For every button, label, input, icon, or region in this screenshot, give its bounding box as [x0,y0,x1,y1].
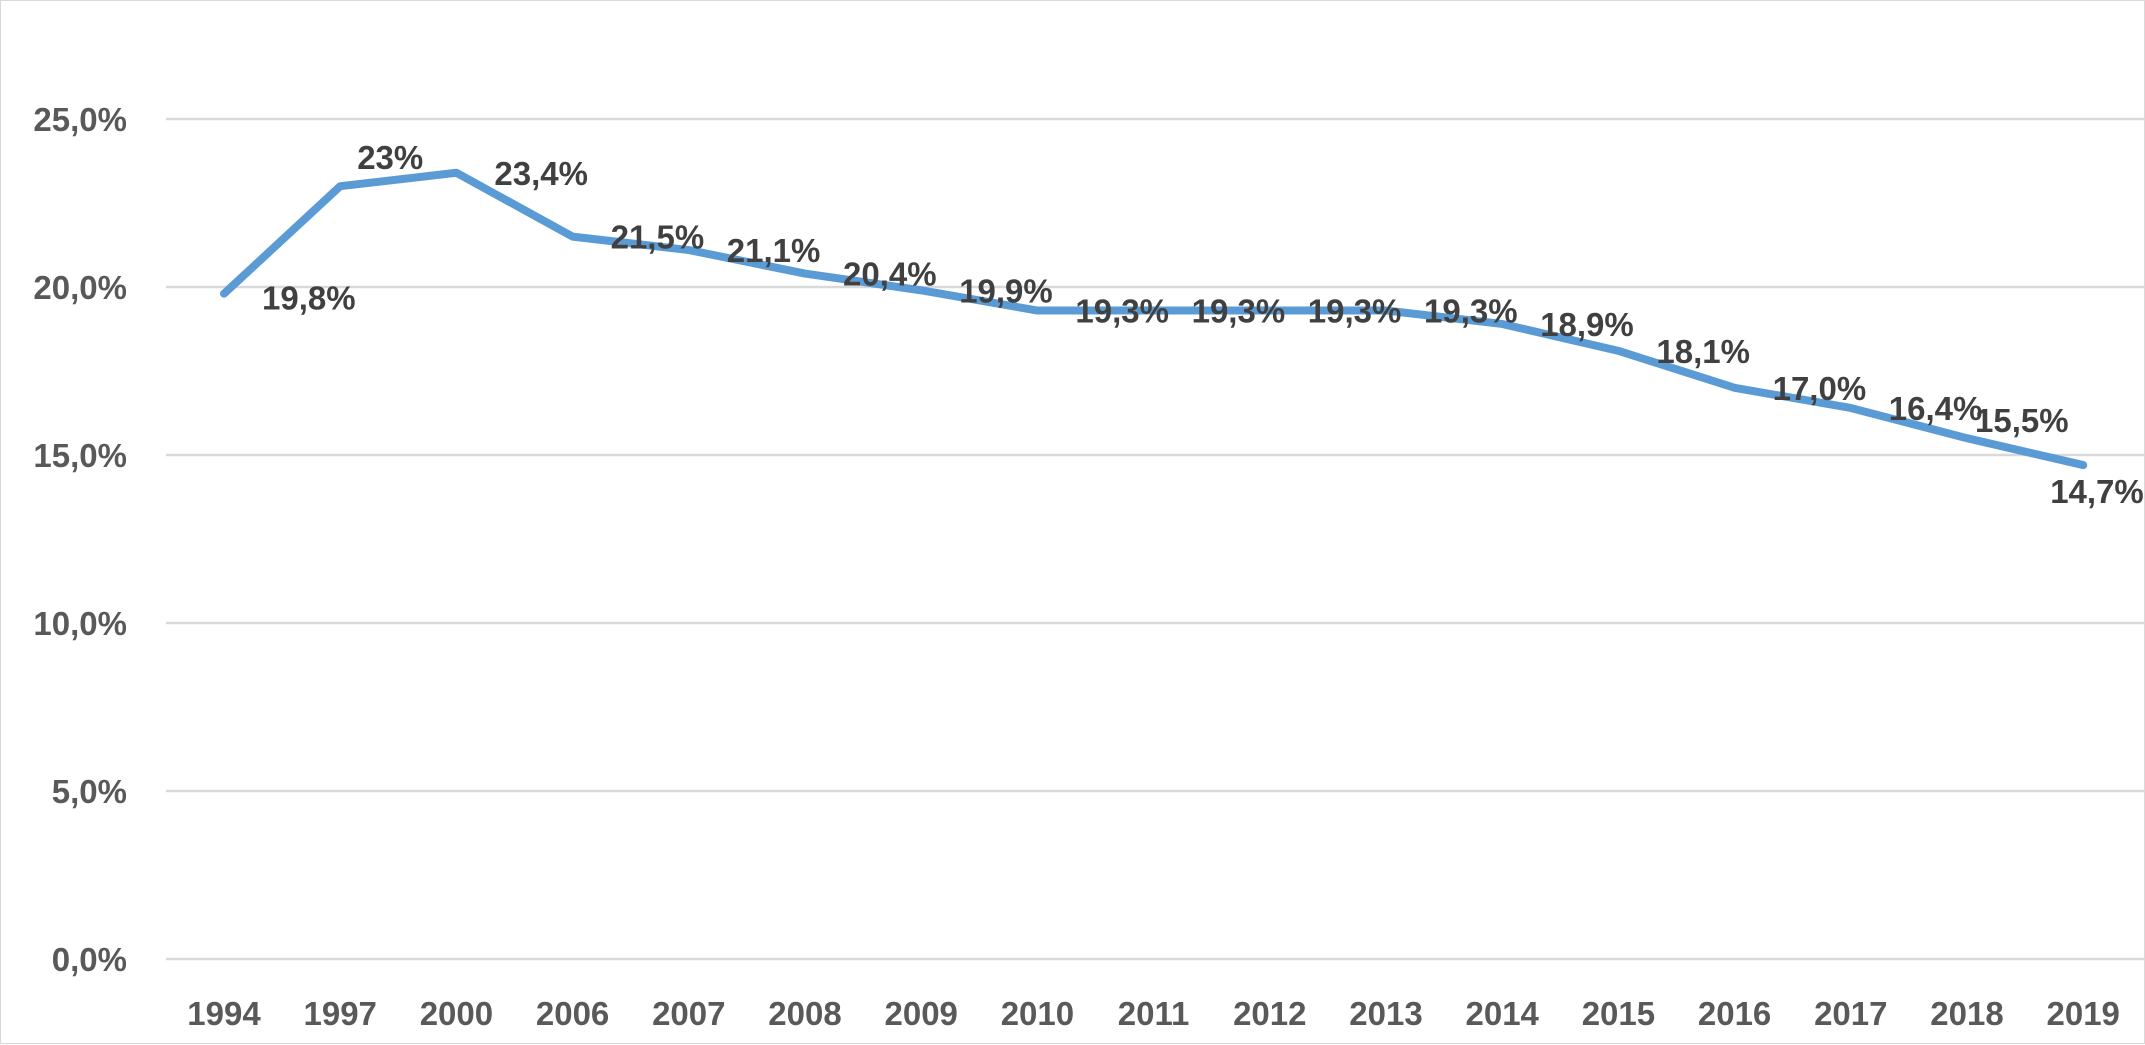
y-tick-label: 25,0% [33,101,127,138]
series-line [220,168,2088,470]
x-tick-label: 2009 [884,995,957,1032]
x-tick-label: 2016 [1698,995,1771,1032]
x-tick-label: 2019 [2046,995,2119,1032]
data-label: 21,5% [611,219,705,256]
x-tick-label: 2018 [1930,995,2003,1032]
data-label: 14,7% [2050,473,2144,510]
data-label: 19,3% [1075,293,1169,330]
x-tick-label: 2006 [536,995,609,1032]
data-label: 15,5% [1975,402,2069,439]
data-labels: 19,8% 23% 23,4% 21,5% 21,1% 20,4% 19,9% 19,3% 19… [262,139,2144,510]
data-label: 19,8% [262,280,356,317]
x-tick-label: 1994 [187,995,261,1032]
data-label: 19,9% [959,272,1053,309]
data-label: 18,9% [1540,306,1634,343]
y-axis-tick-labels: 0,0% 5,0% 10,0% 15,0% 20,0% 25,0% [33,101,127,978]
x-tick-label: 2012 [1233,995,1306,1032]
x-tick-label: 1997 [303,995,376,1032]
data-label: 23% [357,139,423,176]
y-tick-label: 20,0% [33,269,127,306]
x-tick-label: 2013 [1349,995,1422,1032]
series-line-group [220,168,2088,470]
x-tick-label: 2017 [1814,995,1887,1032]
y-tick-label: 15,0% [33,437,127,474]
x-tick-label: 2010 [1001,995,1074,1032]
x-tick-label: 2008 [768,995,841,1032]
data-label: 18,1% [1656,333,1750,370]
x-tick-label: 2000 [420,995,493,1032]
data-label: 19,3% [1424,293,1518,330]
x-tick-label: 2015 [1582,995,1655,1032]
data-label: 16,4% [1889,390,1983,427]
y-tick-label: 0,0% [52,941,127,978]
data-label: 23,4% [494,155,588,192]
data-label: 21,1% [727,232,821,269]
x-tick-label: 2007 [652,995,725,1032]
data-label: 17,0% [1773,370,1867,407]
data-label: 19,3% [1192,293,1286,330]
x-tick-label: 2014 [1465,995,1539,1032]
y-tick-label: 5,0% [52,773,127,810]
gridlines [166,117,2145,961]
y-tick-label: 10,0% [33,605,127,642]
data-label: 19,3% [1308,293,1402,330]
x-axis-tick-labels: 1994 1997 2000 2006 2007 2008 2009 2010 2011 2012… [187,995,2120,1032]
data-label: 20,4% [843,256,937,293]
x-tick-label: 2011 [1118,995,1190,1032]
